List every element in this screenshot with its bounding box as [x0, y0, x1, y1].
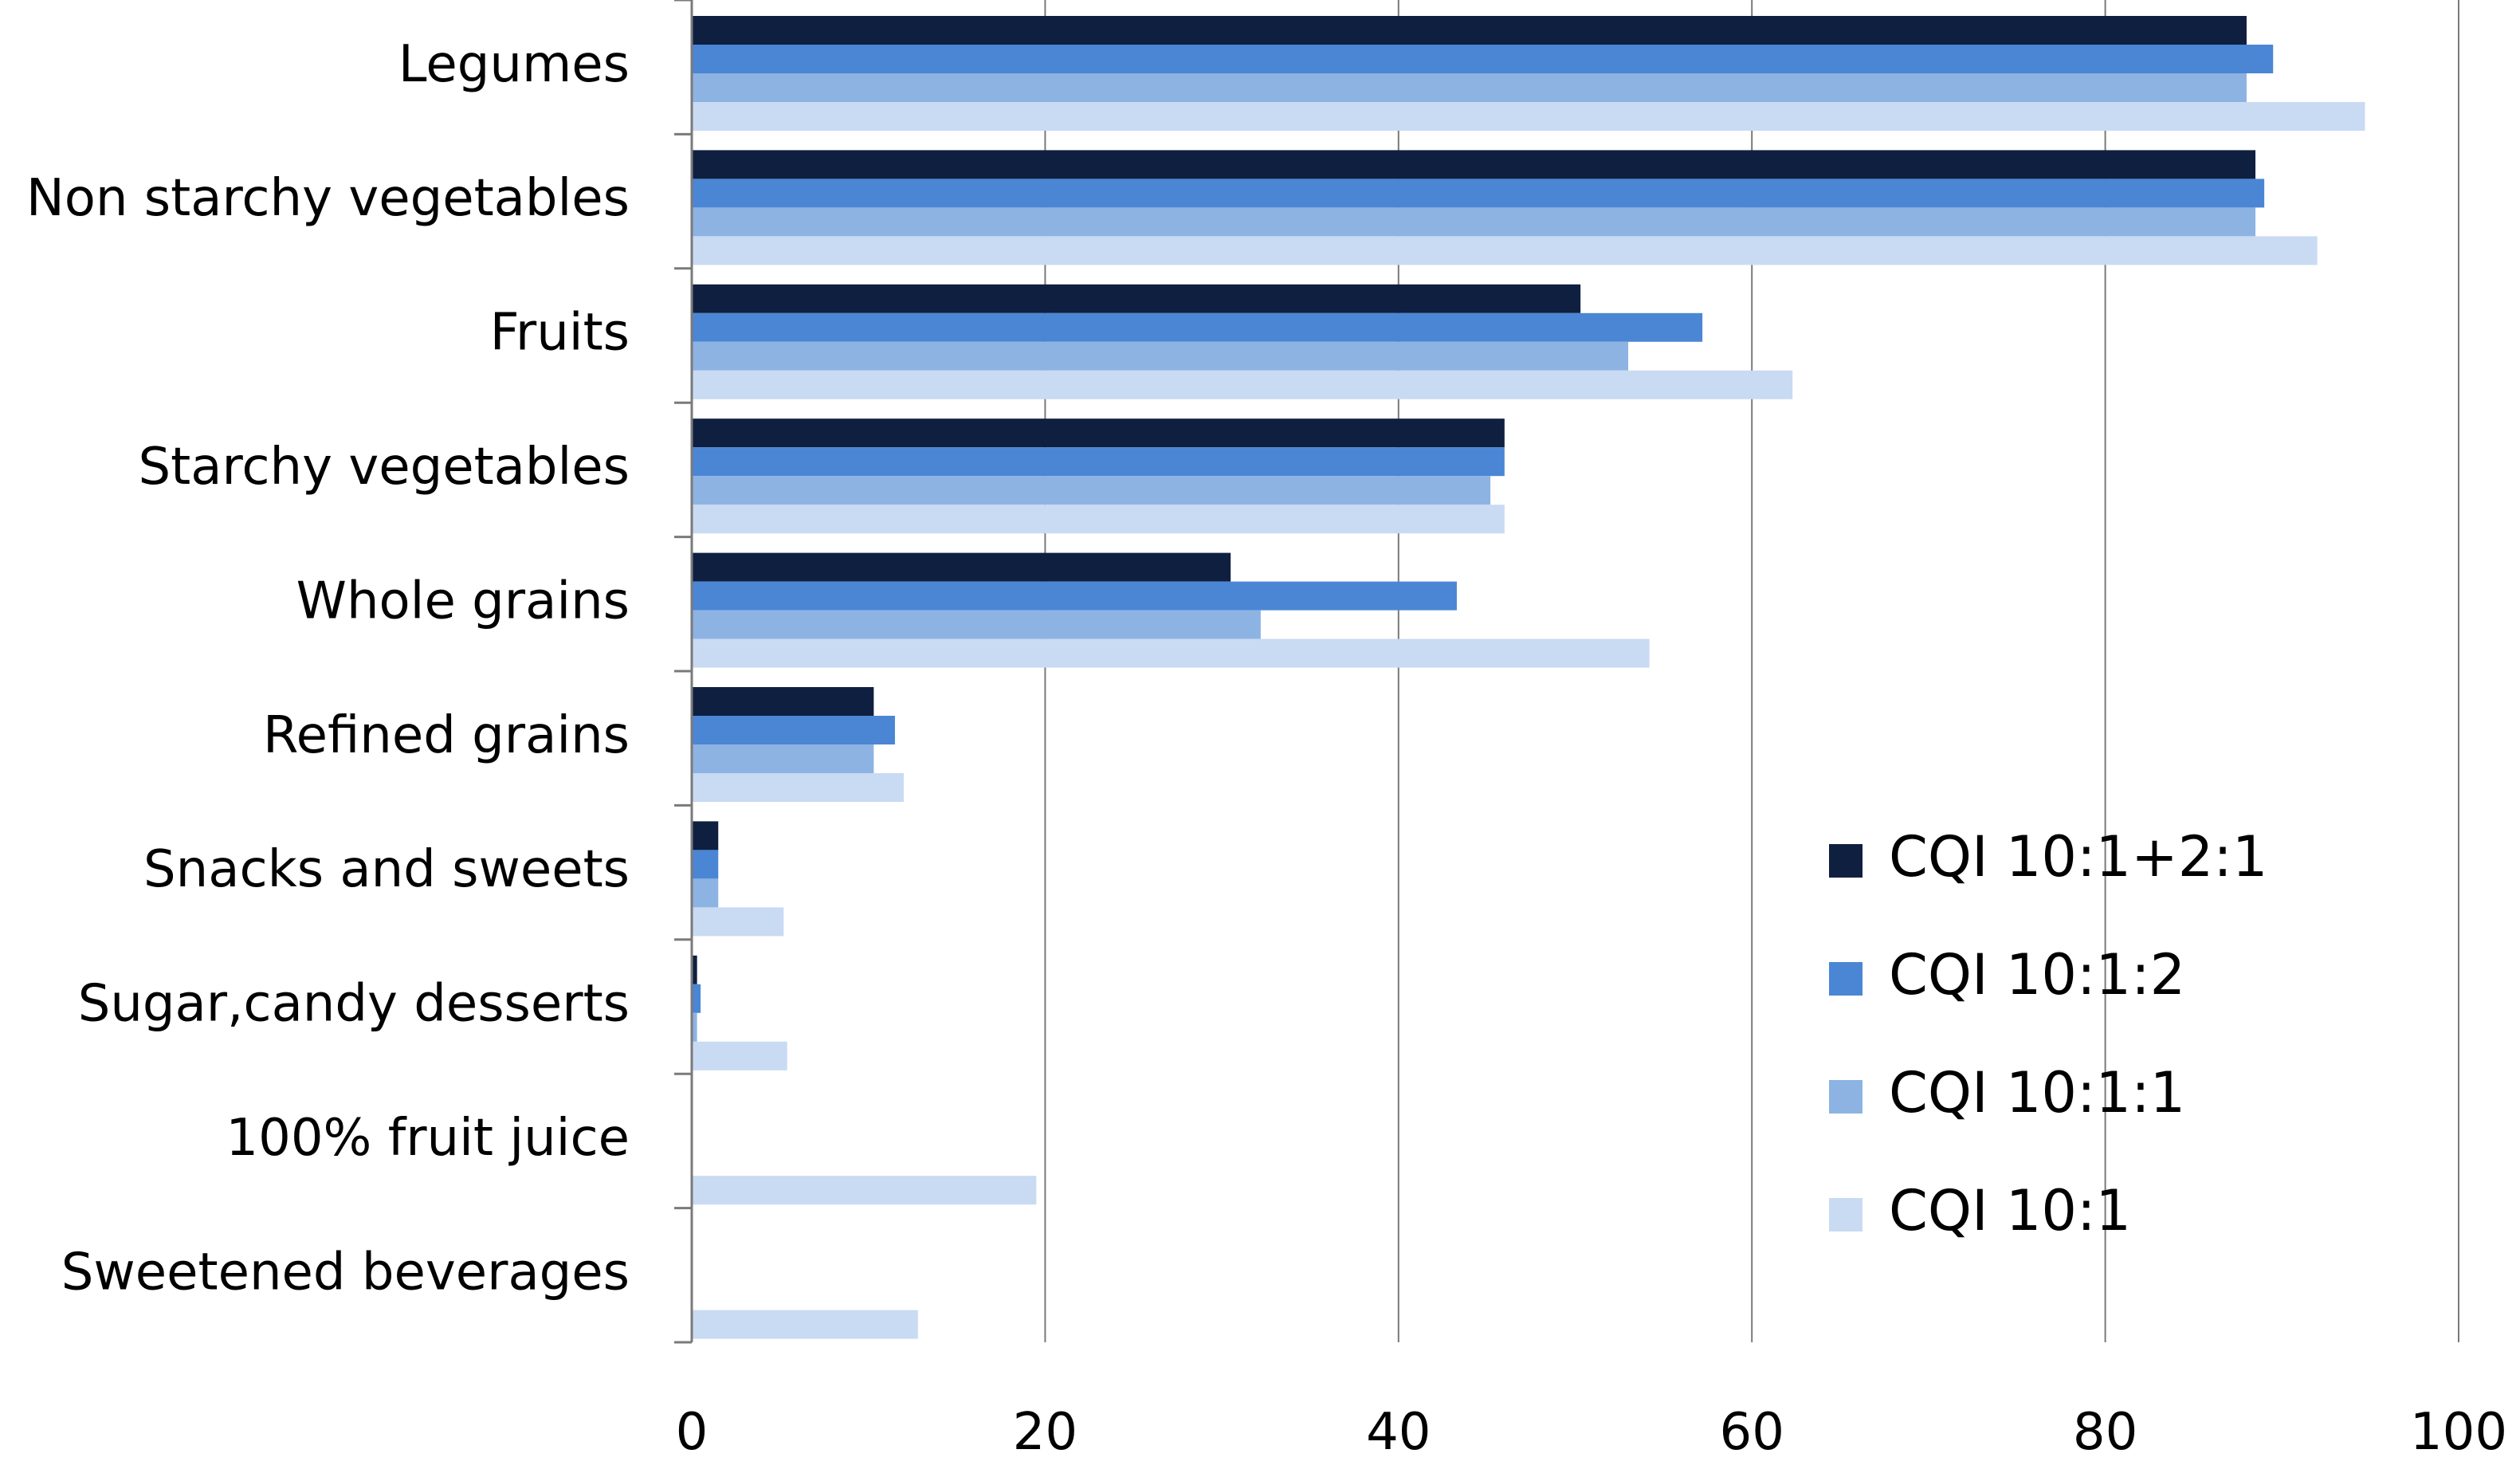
bar-5-0	[692, 687, 874, 716]
bar-7-2	[692, 1012, 697, 1042]
category-label-8: 100% fruit juice	[226, 1109, 630, 1168]
bar-3-2	[692, 476, 1491, 505]
bar-7-3	[692, 1041, 787, 1070]
legend: CQI 10:1+2:1 CQI 10:1:2 CQI 10:1:1 CQI 10:1	[1829, 824, 2267, 1243]
bar-6-1	[692, 850, 719, 879]
bar-4-3	[692, 638, 1650, 668]
legend-swatch-1	[1829, 962, 1863, 996]
x-tick-label-0: 0	[676, 1403, 709, 1462]
bar-1-1	[692, 179, 2265, 208]
bar-4-2	[692, 610, 1261, 639]
bar-2-1	[692, 312, 1703, 342]
category-label-5: Refined grains	[263, 706, 630, 765]
bars-group	[692, 16, 2365, 1339]
legend-label-2: CQI 10:1:1	[1889, 1060, 2185, 1125]
x-tick-label-2: 40	[1366, 1403, 1431, 1462]
y-axis	[674, 0, 693, 1344]
bar-1-0	[692, 150, 2256, 179]
bar-7-0	[692, 955, 697, 984]
bar-6-0	[692, 821, 719, 850]
bar-0-3	[692, 102, 2365, 131]
bar-6-3	[692, 907, 784, 937]
x-tick-label-4: 80	[2073, 1403, 2137, 1462]
bar-1-3	[692, 236, 2318, 265]
category-label-0: Legumes	[398, 35, 630, 94]
bar-5-1	[692, 716, 895, 744]
bar-3-3	[692, 505, 1505, 534]
bar-4-1	[692, 581, 1457, 611]
bar-1-2	[692, 207, 2256, 237]
bar-5-2	[692, 744, 874, 773]
legend-swatch-3	[1829, 1198, 1863, 1231]
category-label-2: Fruits	[490, 304, 630, 363]
category-label-1: Non starchy vegetables	[26, 169, 630, 228]
category-label-9: Sweetened beverages	[61, 1243, 630, 1302]
bar-2-0	[692, 284, 1581, 313]
bar-2-3	[692, 370, 1793, 399]
bar-3-1	[692, 447, 1505, 477]
legend-label-1: CQI 10:1:2	[1889, 942, 2185, 1008]
x-tick-label-3: 60	[1719, 1403, 1784, 1462]
category-label-6: Snacks and sweets	[143, 840, 630, 899]
bar-3-0	[692, 418, 1505, 448]
category-label-4: Whole grains	[296, 572, 630, 630]
bar-8-3	[692, 1176, 1037, 1205]
x-tick-labels: 0 20 40 60 80 100	[676, 1403, 2507, 1462]
bar-9-3	[692, 1310, 918, 1339]
bar-7-1	[692, 984, 701, 1013]
bar-0-2	[692, 73, 2247, 102]
bar-2-2	[692, 341, 1629, 371]
category-label-7: Sugar,candy desserts	[78, 975, 630, 1034]
x-tick-label-1: 20	[1013, 1403, 1077, 1462]
x-tick-label-5: 100	[2410, 1403, 2507, 1462]
bar-6-2	[692, 878, 719, 908]
bar-0-0	[692, 16, 2247, 45]
bar-5-3	[692, 773, 905, 802]
bar-0-1	[692, 45, 2274, 73]
bar-4-0	[692, 552, 1231, 582]
legend-label-0: CQI 10:1+2:1	[1889, 824, 2267, 890]
legend-swatch-2	[1829, 1080, 1863, 1114]
legend-swatch-0	[1829, 844, 1863, 878]
category-labels: Legumes Non starchy vegetables Fruits Starc…	[26, 35, 630, 1302]
legend-label-3: CQI 10:1	[1889, 1178, 2131, 1243]
category-label-3: Starchy vegetables	[139, 438, 630, 497]
